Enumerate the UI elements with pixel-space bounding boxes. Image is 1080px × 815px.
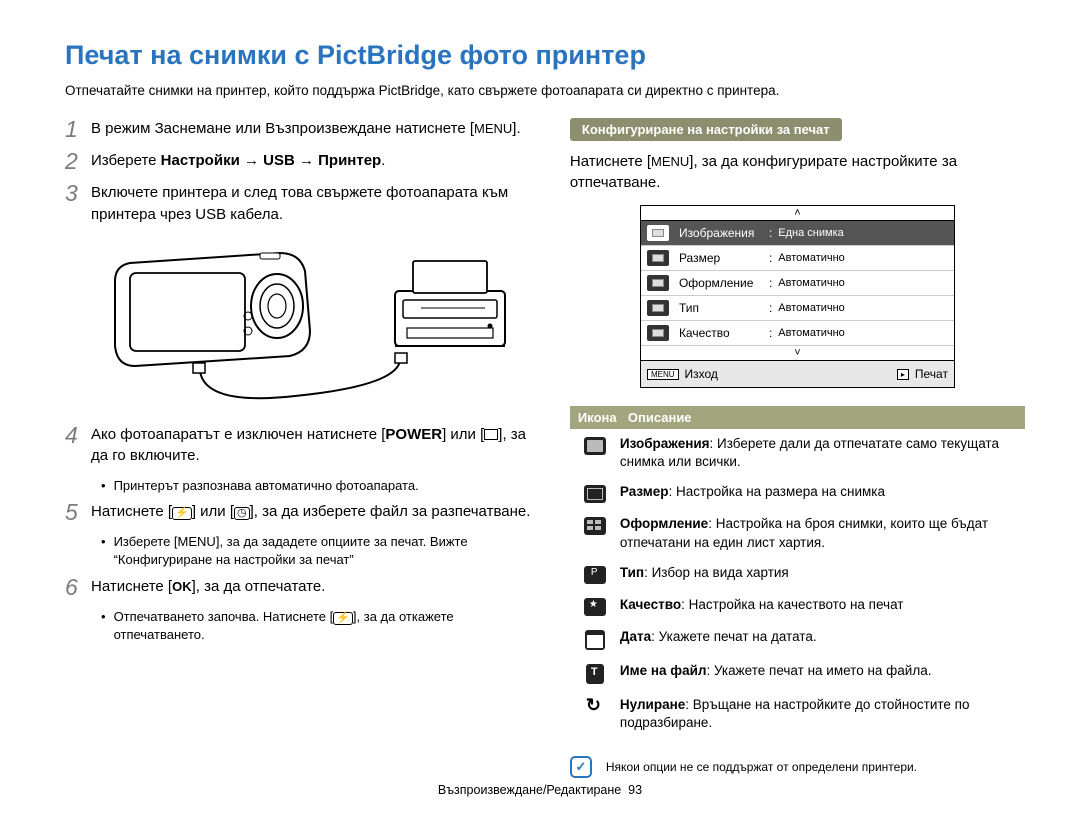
page-title: Печат на снимки с PictBridge фото принте…: [65, 40, 1025, 71]
desc-row: Изображения: Изберете дали да отпечатате…: [570, 429, 1025, 477]
step-3: 3 Включете принтера и след това свържете…: [65, 182, 540, 226]
left-column: 1 В режим Заснемане или Възпроизвеждане …: [65, 118, 540, 778]
right-column: Конфигуриране на настройки за печат Нати…: [570, 118, 1025, 778]
layout-icon: [584, 517, 606, 535]
right-intro: Натиснете [MENU], за да конфигурирате на…: [570, 151, 1025, 193]
desc-header: Икона Описание: [570, 406, 1025, 429]
filename-icon: [586, 664, 604, 684]
intro-text: Отпечатайте снимки на принтер, който под…: [65, 83, 1025, 98]
section-tag: Конфигуриране на настройки за печат: [570, 118, 842, 141]
menu-row-icon: [647, 275, 669, 291]
step-5-sub: Изберете [MENU], за да зададете опциите …: [101, 533, 540, 569]
step-number: 4: [65, 424, 91, 446]
desc-table: Изображения: Изберете дали да отпечатате…: [570, 429, 1025, 738]
print-menu: ˄ Изображения:Една снимкаРазмер:Автомати…: [640, 205, 955, 388]
quality-icon: [584, 598, 606, 616]
menu-row: Размер:Автоматично: [641, 246, 954, 271]
desc-row: Качество: Настройка на качеството на печ…: [570, 590, 1025, 622]
menu-arrow-up-icon: ˄: [641, 206, 954, 221]
menu-row: Тип:Автоматично: [641, 296, 954, 321]
step-5: 5 Натиснете [⚡] или [◷], за да изберете …: [65, 501, 540, 523]
flash-icon: ⚡: [333, 612, 353, 625]
flash-icon: ⚡: [172, 507, 192, 520]
note: ✓ Някои опции не се поддържат от определ…: [570, 756, 1025, 778]
menu-row-icon: [647, 325, 669, 341]
step-6-sub: Отпечатването започва. Натиснете [⚡], за…: [101, 608, 540, 644]
step-number: 5: [65, 501, 91, 523]
step-number: 2: [65, 150, 91, 172]
desc-row: Нулиране: Връщане на настройките до стой…: [570, 690, 1025, 738]
play-icon: [484, 429, 498, 440]
menu-row: Качество:Автоматично: [641, 321, 954, 346]
menu-key: MENU: [474, 121, 512, 136]
type-icon: [584, 566, 606, 584]
columns: 1 В режим Заснемане или Възпроизвеждане …: [65, 118, 1025, 778]
reset-icon: [585, 698, 605, 718]
menu-arrow-down-icon: ˅: [641, 346, 954, 361]
note-icon: ✓: [570, 756, 592, 778]
desc-row: Тип: Избор на вида хартия: [570, 558, 1025, 590]
photo-icon: [584, 437, 606, 455]
desc-row: Име на файл: Укажете печат на името на ф…: [570, 656, 1025, 690]
timer-icon: ◷: [234, 507, 250, 520]
menu-row: Изображения:Една снимка: [641, 221, 954, 246]
step-4: 4 Ако фотоапаратът е изключен натиснете …: [65, 424, 540, 468]
step-4-sub: Принтерът разпознава автоматично фотоапа…: [101, 477, 540, 495]
menu-row-icon: [647, 300, 669, 316]
step-2: 2 Изберете Настройки → USB → Принтер.: [65, 150, 540, 172]
step-1: 1 В режим Заснемане или Възпроизвеждане …: [65, 118, 540, 140]
date-icon: [585, 630, 605, 650]
menu-row-icon: [647, 250, 669, 266]
ok-key: OK: [172, 579, 192, 594]
size-icon: [584, 485, 606, 503]
menu-footer-key-icon: ▸: [897, 369, 909, 380]
desc-row: Оформление: Настройка на броя снимки, ко…: [570, 509, 1025, 557]
desc-row: Размер: Настройка на размера на снимка: [570, 477, 1025, 509]
step-number: 3: [65, 182, 91, 204]
step-number: 1: [65, 118, 91, 140]
step-number: 6: [65, 576, 91, 598]
menu-footer-key-icon: MENU: [647, 369, 679, 380]
page-footer: Възпроизвеждане/Редактиране 93: [0, 783, 1080, 797]
camera-printer-illustration: [95, 241, 525, 411]
menu-row: Оформление:Автоматично: [641, 271, 954, 296]
desc-row: Дата: Укажете печат на датата.: [570, 622, 1025, 656]
menu-row-icon: [647, 225, 669, 241]
step-6: 6 Натиснете [OK], за да отпечатате.: [65, 576, 540, 598]
menu-footer: MENU Изход ▸ Печат: [641, 361, 954, 387]
